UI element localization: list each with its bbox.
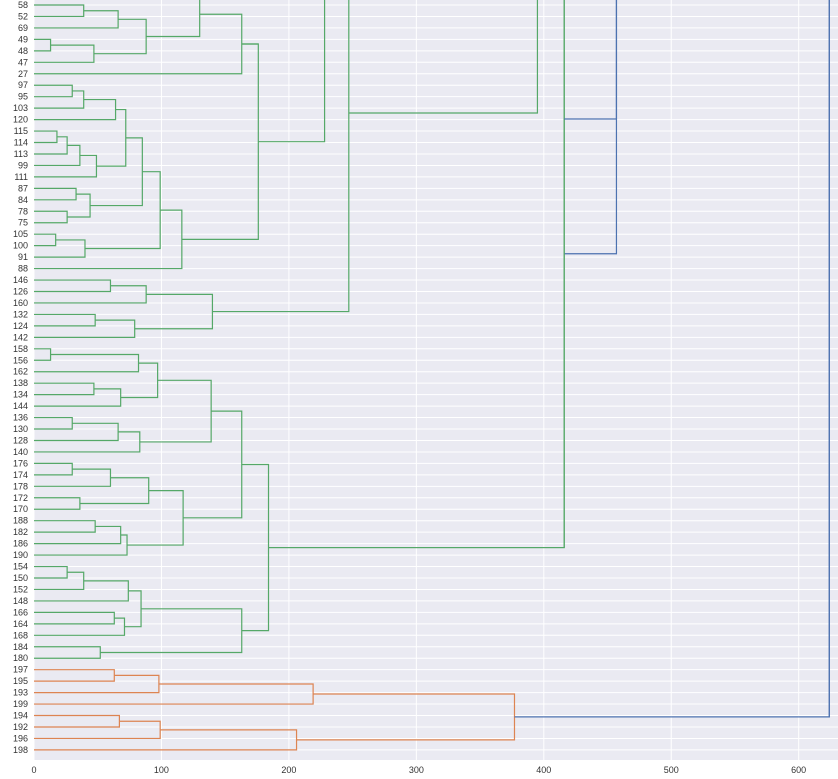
leaf-label: 99 [18, 160, 28, 170]
leaf-label: 156 [13, 355, 28, 365]
plot-area [34, 0, 838, 760]
leaf-label: 170 [13, 504, 28, 514]
leaf-label: 132 [13, 309, 28, 319]
leaf-label: 140 [13, 447, 28, 457]
dendrogram-link [183, 410, 243, 519]
dendrogram-link [34, 534, 128, 556]
leaf-label: 114 [14, 138, 28, 148]
leaf-label: 164 [13, 619, 28, 629]
leaf-label: 150 [13, 573, 28, 583]
dendrogram-link [258, 0, 326, 143]
leaf-label: 120 [13, 115, 28, 125]
x-axis-ticks: 0 100 200 300 400 500 600 [31, 765, 806, 775]
dendrogram-link [100, 608, 243, 654]
horizontal-gridlines [34, 4, 838, 751]
leaf-label: 162 [13, 367, 28, 377]
leaf-label: 105 [13, 229, 28, 239]
dendrogram-link [268, 0, 565, 549]
leaf-label: 152 [13, 584, 28, 594]
x-tick-label: 100 [154, 765, 169, 775]
leaf-label: 75 [18, 218, 28, 228]
leaf-label: 138 [13, 378, 28, 388]
leaf-label: 166 [13, 607, 28, 617]
leaf-label: 52 [18, 11, 28, 21]
leaf-label: 146 [13, 275, 28, 285]
dendrogram-link [514, 0, 830, 718]
leaf-label: 160 [13, 298, 28, 308]
leaf-label: 180 [13, 653, 28, 663]
leaf-label: 69 [18, 23, 28, 33]
leaf-label: 142 [13, 332, 28, 342]
leaf-label: 84 [18, 195, 28, 205]
leaf-label: 168 [13, 630, 28, 640]
leaf-label: 100 [13, 241, 28, 251]
leaf-label: 134 [13, 390, 28, 400]
leaf-label: 193 [13, 688, 28, 698]
leaf-label: 58 [18, 0, 28, 10]
dendrogram-link [348, 0, 539, 114]
leaf-label: 103 [13, 103, 28, 113]
leaf-label: 128 [13, 435, 28, 445]
leaf-label: 136 [13, 413, 28, 423]
leaf-label: 113 [14, 149, 28, 159]
leaf-label: 49 [18, 34, 28, 44]
x-tick-label: 500 [664, 765, 679, 775]
x-tick-label: 400 [536, 765, 551, 775]
leaf-label: 144 [13, 401, 28, 411]
leaf-label: 188 [13, 516, 28, 526]
leaf-label: 172 [13, 493, 28, 503]
leaf-label: 174 [13, 470, 28, 480]
leaf-label: 196 [13, 733, 28, 743]
leaf-label: 178 [13, 481, 28, 491]
leaf-label: 154 [13, 562, 28, 572]
vertical-gridlines [33, 0, 800, 760]
leaf-label: 91 [18, 252, 28, 262]
leaf-label: 88 [18, 264, 28, 274]
leaf-label: 48 [18, 46, 28, 56]
x-tick-label: 200 [281, 765, 296, 775]
dendrogram-link [34, 431, 141, 453]
leaf-label: 198 [13, 745, 28, 755]
leaf-label: 195 [13, 676, 28, 686]
leaf-label: 148 [13, 596, 28, 606]
leaf-label: 111 [14, 172, 28, 182]
leaf-label: 27 [18, 69, 28, 79]
leaf-label: 182 [13, 527, 28, 537]
dendrogram-link [120, 362, 159, 399]
leaf-label: 190 [13, 550, 28, 560]
x-tick-label: 600 [791, 765, 806, 775]
leaf-label: 176 [13, 458, 28, 468]
leaf-label: 186 [13, 539, 28, 549]
leaf-label: 199 [13, 699, 28, 709]
x-tick-label: 0 [31, 765, 36, 775]
dendrogram-link [564, 0, 618, 120]
leaf-label: 87 [18, 183, 28, 193]
leaf-label: 47 [18, 57, 28, 67]
leaf-label: 78 [18, 206, 28, 216]
leaf-label: 130 [13, 424, 28, 434]
leaf-label: 158 [13, 344, 28, 354]
leaf-label: 95 [18, 92, 28, 102]
leaf-label: 115 [14, 126, 28, 136]
leaf-label: 197 [13, 665, 28, 675]
dendrogram-link [212, 0, 350, 313]
leaf-label: 192 [13, 722, 28, 732]
dendrogram-link [34, 13, 243, 75]
leaf-label: 194 [13, 711, 28, 721]
leaf-label: 97 [18, 80, 28, 90]
dendrogram-links [34, 0, 830, 751]
x-tick-label: 300 [409, 765, 424, 775]
leaf-label: 184 [13, 642, 28, 652]
leaf-label: 126 [13, 287, 28, 297]
leaf-label: 124 [13, 321, 28, 331]
